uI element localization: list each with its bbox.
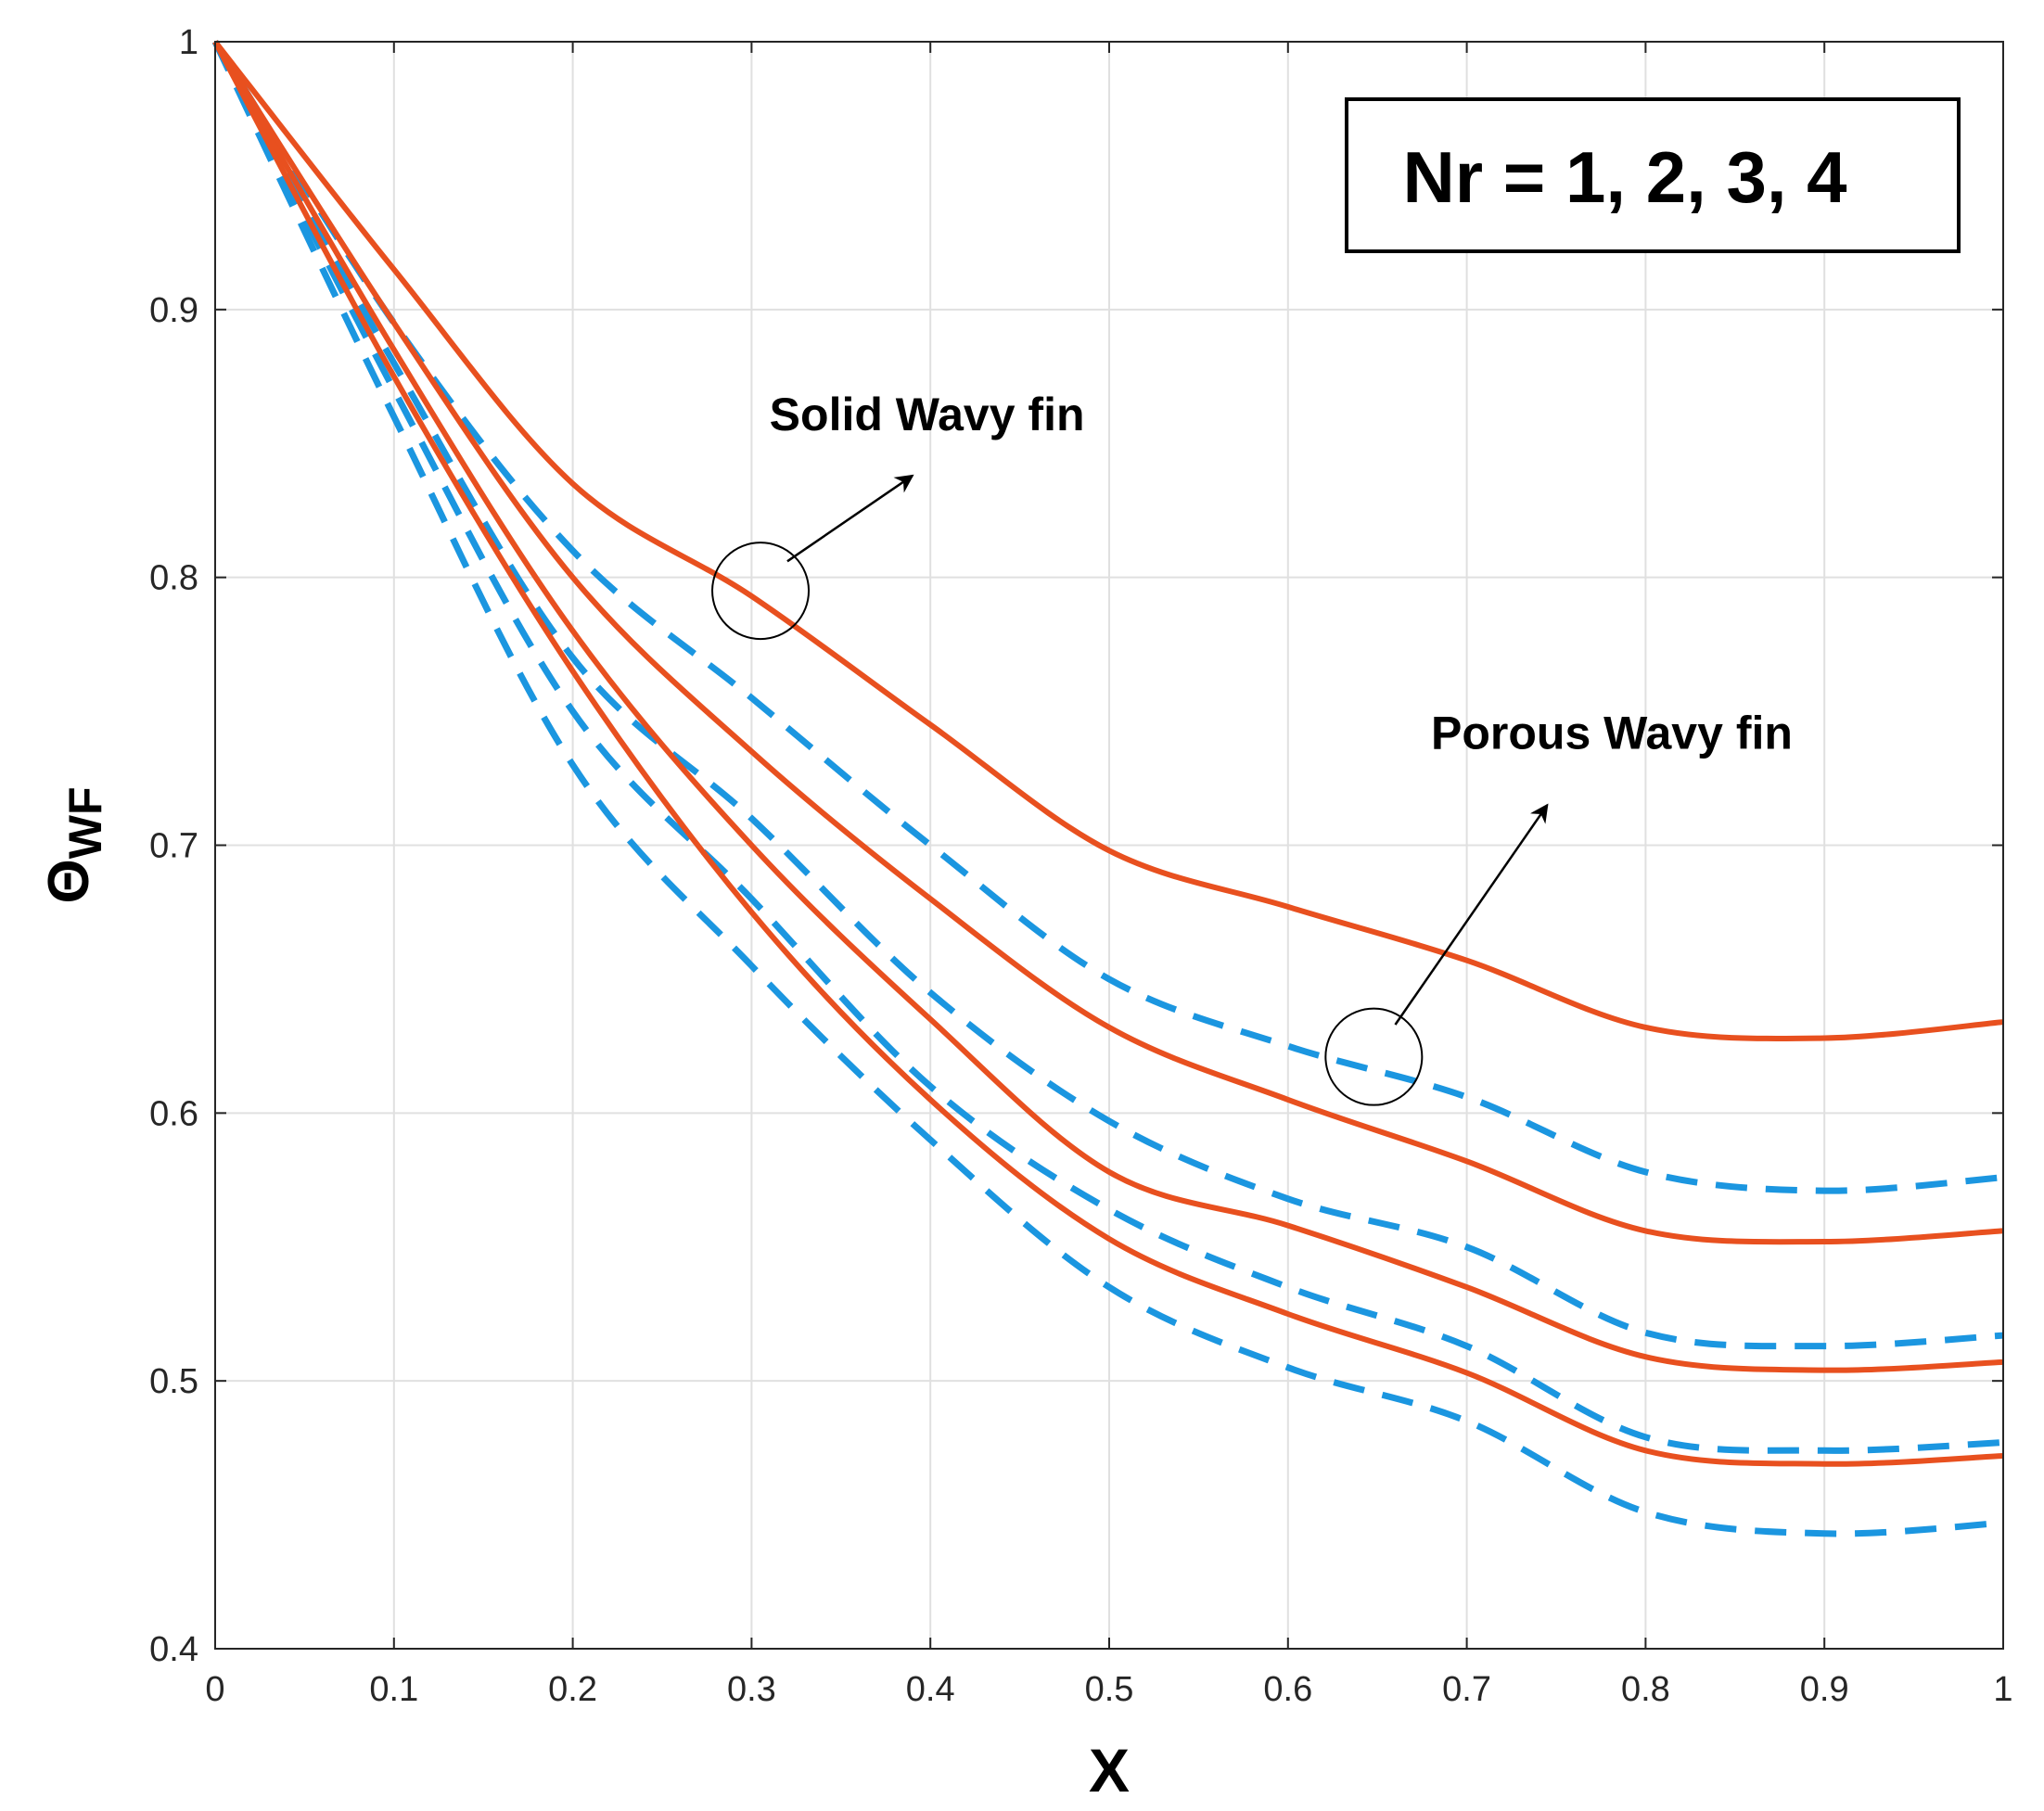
y-tick-label: 0.8	[149, 559, 198, 598]
y-tick-label: 0.7	[149, 827, 198, 866]
porous-fin-line-4	[211, 40, 2004, 1537]
axis-ticks: 0 0.1 0.2 0.3 0.4 0.5 0.6 0.7 0.8 0.9 1 0.4 0.5 0.6 0.…	[149, 23, 2012, 1709]
x-tick-label: 1	[1993, 1670, 2012, 1709]
x-tick-label: 0.7	[1442, 1670, 1491, 1709]
y-axis-label: ΘWF	[37, 787, 111, 904]
series-group	[211, 40, 2004, 1537]
y-tick-label: 1	[179, 23, 198, 62]
legend-text: Nr = 1, 2, 3, 4	[1402, 136, 1846, 218]
solid-annotation-arrow	[786, 474, 914, 563]
svg-text:ΘWF: ΘWF	[37, 787, 111, 904]
porous-fin-line-3	[211, 40, 2004, 1454]
solid-annotation-circle	[711, 542, 811, 641]
annotations: Solid Wavy fin Porous Wavy fin	[711, 389, 1793, 1106]
y-tick-label: 0.4	[149, 1630, 198, 1669]
x-tick-label: 0.3	[727, 1670, 776, 1709]
porous-fin-line-1	[212, 40, 2004, 1194]
x-tick-label: 0.5	[1085, 1670, 1134, 1709]
y-axis-symbol: Θ	[37, 859, 101, 903]
x-tick-label: 0.1	[369, 1670, 418, 1709]
x-axis-label: X	[1089, 1736, 1130, 1805]
x-tick-label: 0	[205, 1670, 224, 1709]
porous-annotation-label: Porous Wavy fin	[1431, 708, 1793, 759]
solid-fin-line-3	[212, 40, 2004, 1373]
porous-fin-line-2	[211, 40, 2004, 1350]
solid-fin-line-1	[212, 40, 2004, 1042]
x-tick-label: 0.2	[548, 1670, 597, 1709]
solid-fin-line-4	[212, 40, 2004, 1467]
x-tick-label: 0.8	[1621, 1670, 1670, 1709]
solid-fin-line-2	[212, 40, 2004, 1245]
x-tick-label: 0.4	[906, 1670, 955, 1709]
x-tick-label: 0.6	[1263, 1670, 1312, 1709]
y-tick-label: 0.5	[149, 1362, 198, 1401]
y-tick-label: 0.9	[149, 291, 198, 330]
y-tick-label: 0.6	[149, 1094, 198, 1133]
solid-annotation-label: Solid Wavy fin	[770, 389, 1085, 440]
porous-annotation-circle	[1324, 1007, 1424, 1106]
x-tick-label: 0.9	[1800, 1670, 1849, 1709]
legend-frame	[1345, 97, 1961, 253]
legend-box: Nr = 1, 2, 3, 4	[1345, 97, 1961, 253]
y-axis-subscript: WF	[59, 787, 111, 860]
porous-annotation-arrow	[1394, 803, 1549, 1026]
